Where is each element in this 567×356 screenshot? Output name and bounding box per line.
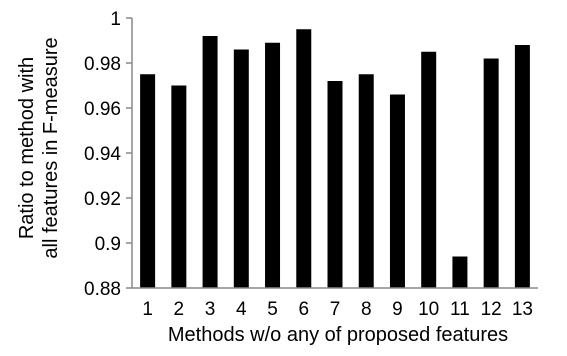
x-tick-label: 13	[512, 299, 533, 320]
y-axis-ticks: 0.88 0.9 0.92 0.94 0.96 0.98 1	[84, 9, 132, 300]
x-axis-title: Methods w/o any of proposed features	[168, 324, 508, 346]
bar-9	[389, 94, 405, 288]
x-tick-label: 10	[418, 299, 439, 320]
bar-11	[452, 256, 468, 288]
x-tick-label: 3	[205, 299, 216, 320]
y-tick-label: 0.98	[84, 54, 121, 75]
x-tick-label: 7	[330, 299, 341, 320]
x-tick-label: 9	[392, 299, 403, 320]
x-tick-label: 8	[361, 299, 372, 320]
x-tick-label: 5	[267, 299, 278, 320]
bar-2	[171, 85, 187, 288]
y-tick-label: 0.94	[84, 144, 121, 165]
x-tick-label: 2	[174, 299, 185, 320]
x-tick-label: 6	[298, 299, 309, 320]
y-tick-label: 0.88	[84, 279, 121, 300]
bars	[140, 29, 530, 288]
x-tick-label: 1	[142, 299, 153, 320]
x-tick-label: 11	[450, 299, 470, 320]
bar-3	[202, 36, 218, 288]
bar-5	[265, 42, 281, 288]
bar-10	[421, 51, 437, 288]
y-tick-label: 0.9	[95, 234, 121, 255]
bar-13	[514, 45, 530, 288]
bar-4	[233, 49, 249, 288]
bar-6	[296, 29, 312, 288]
y-tick-label: 0.96	[84, 99, 121, 120]
bar-8	[358, 74, 374, 288]
y-tick-label: 0.92	[84, 189, 121, 210]
x-axis-ticks: 1 2 3 4 5 6 7 8 9 10 11 12 13	[142, 299, 533, 320]
y-axis-title-line-1: Ratio to method with	[16, 57, 38, 239]
x-tick-label: 12	[481, 299, 502, 320]
y-tick-label: 1	[110, 9, 121, 30]
y-axis-title: Ratio to method with all features in F-m…	[16, 37, 62, 258]
bar-1	[140, 74, 156, 288]
x-tick-label: 4	[236, 299, 247, 320]
bar-12	[483, 58, 499, 288]
bar-7	[327, 81, 343, 288]
y-axis-title-line-2: all features in F-measure	[40, 37, 62, 258]
